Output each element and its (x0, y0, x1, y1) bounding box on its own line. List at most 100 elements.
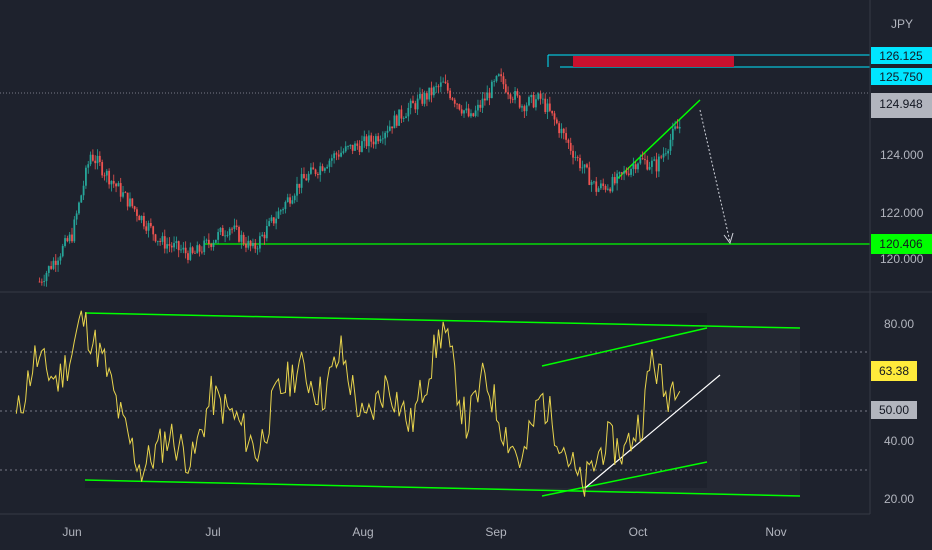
candle-body (361, 141, 363, 152)
candle-body (305, 178, 308, 181)
candle-body (310, 167, 312, 174)
candle-body (653, 159, 656, 161)
candle-body (268, 221, 271, 227)
candle-body (365, 136, 368, 147)
candle-body (212, 242, 215, 248)
candle-body (372, 141, 375, 145)
candle-body (138, 215, 141, 221)
candle-body (291, 200, 294, 204)
candle-body (238, 226, 240, 242)
candle-body (226, 235, 229, 236)
rsi-trendline (584, 374, 721, 489)
candle-body (307, 173, 310, 181)
candle-body (437, 86, 440, 88)
candle-body (240, 234, 243, 242)
candle-body (416, 98, 419, 110)
candle-body (40, 281, 43, 283)
candle-body (439, 82, 442, 87)
candle-body (293, 195, 296, 201)
candle-body (662, 153, 665, 158)
candle-body (449, 90, 452, 99)
candle-body (456, 103, 458, 105)
candle-body (85, 167, 87, 186)
candle-body (669, 139, 672, 151)
candle-body (458, 104, 461, 110)
candle-body (117, 183, 120, 187)
candle-body (530, 94, 533, 98)
candle-body (574, 157, 577, 159)
candle-body (479, 104, 482, 108)
candle-body (228, 228, 231, 236)
candle-body (214, 239, 217, 243)
candle-body (321, 166, 324, 171)
candle-body (430, 87, 433, 96)
candle-body (147, 223, 150, 231)
candle-body (47, 266, 50, 273)
candle-body (569, 142, 572, 151)
candle-body (586, 164, 588, 168)
candle-body (66, 238, 69, 242)
svg-text:120.406: 120.406 (879, 237, 923, 251)
candle-body (136, 209, 138, 216)
candle-body (398, 109, 400, 126)
x-tick-jun: Jun (62, 525, 81, 539)
candle-body (500, 74, 503, 77)
candle-body (328, 160, 331, 167)
candle-body (258, 236, 261, 249)
candle-body (129, 198, 131, 207)
candle-body (314, 169, 317, 175)
candle-body (163, 236, 166, 249)
candle-body (611, 177, 614, 192)
candle-body (435, 86, 438, 88)
candle-body (407, 107, 410, 117)
candle-body (521, 106, 523, 108)
candle-body (537, 93, 540, 100)
candle-body (326, 166, 329, 169)
candle-body (460, 109, 463, 114)
rsi-line (15, 310, 681, 497)
candle-body (664, 153, 667, 155)
candle-body (625, 171, 628, 174)
rsi-channel-fill (85, 313, 800, 496)
candle-body (514, 91, 516, 100)
candle-body (335, 153, 338, 155)
candle-body (187, 253, 189, 260)
candle-body (231, 228, 233, 230)
candle-body (484, 98, 486, 101)
candle-body (504, 84, 507, 93)
candle-body (548, 103, 551, 111)
candle-body (175, 241, 178, 244)
candle-body (54, 260, 57, 265)
candle-body (474, 110, 477, 117)
price-tick-124: 124.000 (880, 148, 924, 162)
candle-body (620, 172, 623, 174)
candle-body (64, 238, 66, 246)
candle-body (495, 75, 498, 82)
candle-body (634, 164, 637, 170)
candle-body (75, 213, 78, 220)
candle-body (428, 87, 431, 100)
candle-body (73, 219, 76, 242)
candle-body (627, 173, 630, 175)
candle-body (286, 197, 289, 203)
candle-body (115, 183, 117, 187)
rsi-tick-40: 40.00 (884, 434, 914, 448)
candle-body (381, 138, 384, 140)
candle-body (217, 232, 220, 240)
candle-body (467, 108, 470, 117)
candle-body (191, 247, 194, 253)
resistance-zone (573, 56, 734, 67)
candle-body (667, 150, 670, 154)
candle-body (613, 177, 616, 184)
candle-body (363, 136, 366, 142)
rsi-channel-bottom (84, 479, 801, 497)
candle-body (470, 113, 472, 117)
candle-body (170, 245, 173, 248)
candle-body (597, 188, 600, 192)
rsi-wedge-top (541, 327, 708, 367)
candle-body (263, 234, 266, 239)
candle-body (405, 116, 407, 119)
candle-body (442, 81, 445, 83)
candle-body (57, 260, 59, 265)
candle-body (535, 99, 537, 108)
